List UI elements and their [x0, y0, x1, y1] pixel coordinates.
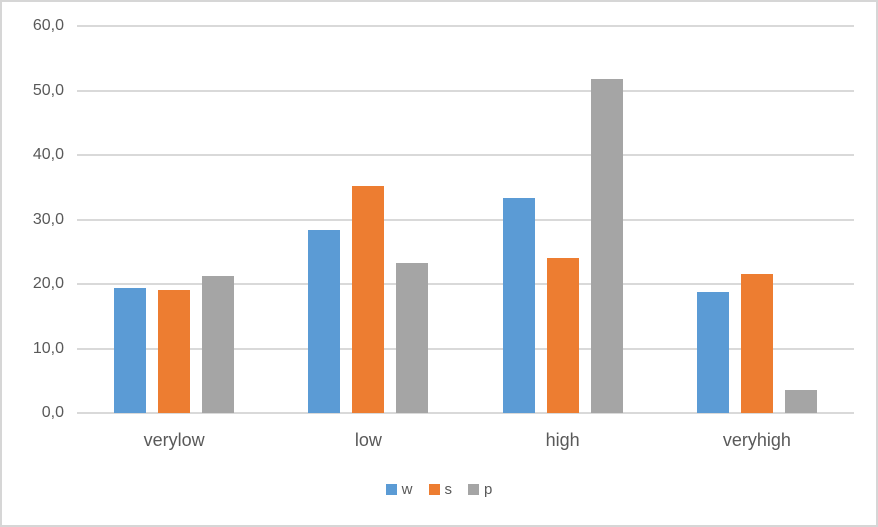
- y-tick-label: 0,0: [41, 404, 64, 421]
- legend-item-p: p: [468, 482, 492, 497]
- bar-w-low: [308, 229, 341, 413]
- legend-label: w: [401, 481, 413, 498]
- y-tick-label: 10,0: [32, 339, 64, 357]
- gridline: [77, 25, 854, 27]
- gridline: [77, 218, 854, 221]
- y-tick-label: 40,0: [32, 146, 64, 163]
- legend-label: s: [444, 481, 453, 498]
- y-tick-label: 20,0: [32, 275, 64, 292]
- x-category-label: low: [354, 430, 382, 450]
- plot-area: [77, 25, 854, 414]
- legend-item-s: s: [428, 481, 453, 498]
- legend-swatch-icon: [468, 484, 479, 495]
- y-axis: 0,0 10,0 20,0 30,0 40,0 50,0 60,0: [2, 2, 64, 525]
- bar-p-verylow: [202, 275, 235, 413]
- bar-w-high: [502, 197, 535, 413]
- gridline: [77, 154, 854, 156]
- x-category-label: veryhigh: [722, 430, 791, 450]
- bar-w-veryhigh: [696, 291, 729, 413]
- y-tick-label: 60,0: [32, 17, 64, 34]
- gridline: [77, 283, 854, 285]
- bar-p-high: [590, 78, 623, 413]
- y-tick-label: 50,0: [32, 81, 64, 99]
- gridline: [77, 89, 854, 92]
- x-axis-line: [77, 412, 854, 414]
- legend-item-w: w: [385, 481, 413, 498]
- bar-s-low: [352, 185, 385, 413]
- legend-swatch-icon: [385, 484, 397, 495]
- bar-p-veryhigh: [784, 390, 817, 413]
- legend-swatch-icon: [428, 484, 440, 495]
- y-tick-label: 30,0: [32, 210, 64, 228]
- bar-w-verylow: [114, 287, 147, 413]
- bar-s-verylow: [158, 290, 191, 413]
- legend-label: p: [484, 481, 493, 498]
- gridline: [77, 347, 854, 350]
- bar-s-high: [546, 258, 579, 413]
- bar-s-veryhigh: [740, 274, 773, 413]
- x-category-label: verylow: [143, 430, 205, 450]
- x-category-label: high: [545, 430, 580, 450]
- bar-p-low: [396, 263, 429, 413]
